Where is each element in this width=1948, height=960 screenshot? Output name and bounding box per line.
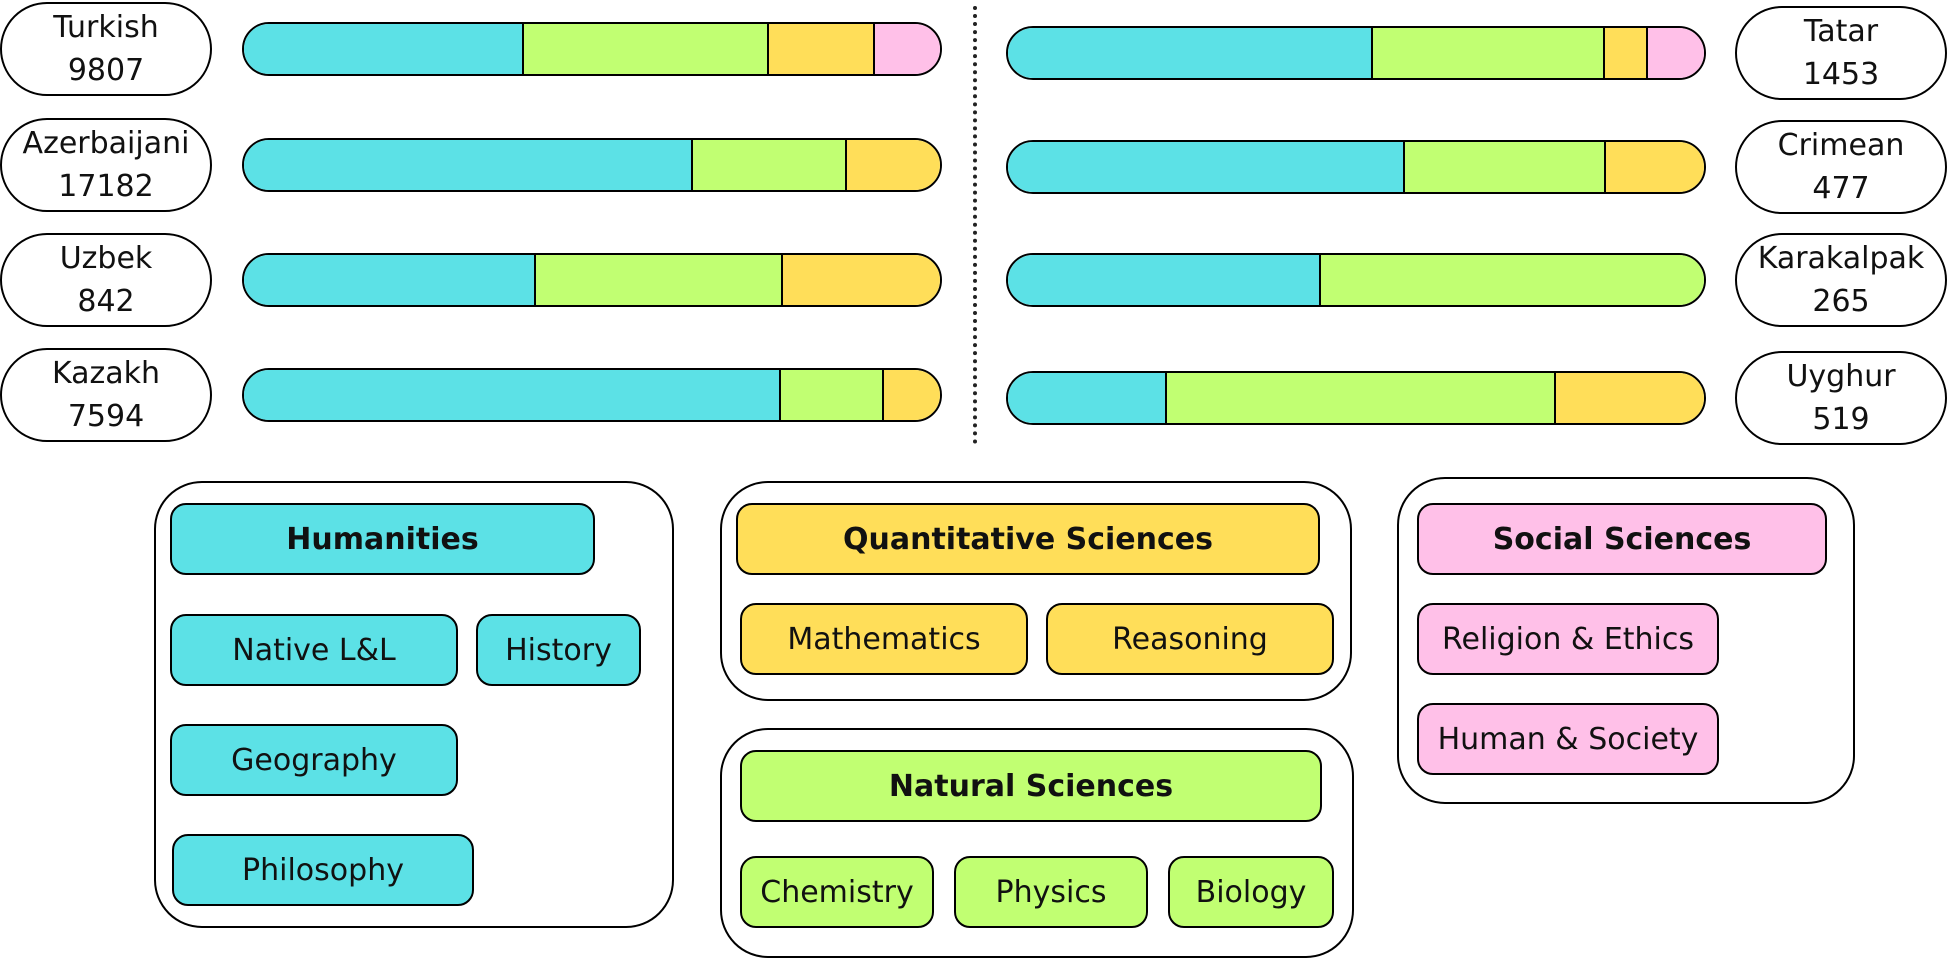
quantitative-item-mathematics: Mathematics: [740, 603, 1028, 675]
stacked-bar-azerbaijani: [242, 138, 942, 192]
stacked-bar-uzbek: [242, 253, 942, 307]
humanities-segment: [244, 370, 781, 420]
social-heading: Social Sciences: [1417, 503, 1827, 575]
natural-segment: [524, 24, 769, 74]
humanities-heading: Humanities: [170, 503, 595, 575]
humanities-segment: [1008, 373, 1167, 423]
language-name: Uzbek: [59, 241, 153, 276]
quantitative-item-reasoning: Reasoning: [1046, 603, 1334, 675]
language-pill-tatar: Tatar 1453: [1735, 6, 1947, 100]
language-pill-azerbaijani: Azerbaijani 17182: [0, 118, 212, 212]
social-segment: [1647, 28, 1704, 78]
stacked-bar-uyghur: [1006, 371, 1706, 425]
humanities-item-philosophy: Philosophy: [172, 834, 474, 906]
language-name: Kazakh: [51, 356, 161, 391]
social-segment: [874, 24, 940, 74]
language-pill-uyghur: Uyghur 519: [1735, 351, 1947, 445]
quantitative-segment: [1605, 28, 1648, 78]
stacked-bar-tatar: [1006, 26, 1706, 80]
natural-segment: [1320, 255, 1704, 305]
language-count: 7594: [67, 399, 145, 434]
quantitative-segment: [768, 24, 875, 74]
quantitative-heading: Quantitative Sciences: [736, 503, 1320, 575]
language-name: Azerbaijani: [22, 126, 190, 161]
natural-group: Natural Sciences Chemistry Physics Biolo…: [720, 728, 1354, 958]
quantitative-group: Quantitative Sciences Mathematics Reason…: [720, 481, 1352, 701]
language-pill-turkish: Turkish 9807: [0, 2, 212, 96]
language-name: Tatar: [1803, 14, 1879, 49]
language-count: 9807: [67, 53, 145, 88]
column-divider: [973, 6, 977, 444]
quantitative-segment: [782, 255, 940, 305]
social-item-religion-ethics: Religion & Ethics: [1417, 603, 1719, 675]
social-item-human-society: Human & Society: [1417, 703, 1719, 775]
humanities-group: Humanities Native L&L History Geography …: [154, 481, 674, 928]
quantitative-segment: [883, 370, 940, 420]
natural-heading: Natural Sciences: [740, 750, 1322, 822]
language-pill-kazakh: Kazakh 7594: [0, 348, 212, 442]
humanities-segment: [244, 140, 693, 190]
stacked-bar-kazakh: [242, 368, 942, 422]
language-name: Karakalpak: [1757, 241, 1925, 276]
language-name: Turkish: [53, 10, 159, 45]
language-count: 519: [1812, 402, 1870, 437]
natural-item-chemistry: Chemistry: [740, 856, 934, 928]
natural-segment: [535, 255, 783, 305]
natural-segment: [780, 370, 884, 420]
language-count: 477: [1812, 171, 1870, 206]
humanities-segment: [1008, 255, 1321, 305]
language-count: 265: [1812, 284, 1870, 319]
natural-segment: [1405, 142, 1606, 192]
language-pill-crimean: Crimean 477: [1735, 120, 1947, 214]
stacked-bar-turkish: [242, 22, 942, 76]
humanities-item-geography: Geography: [170, 724, 458, 796]
language-count: 842: [77, 284, 135, 319]
language-pill-uzbek: Uzbek 842: [0, 233, 212, 327]
stacked-bar-crimean: [1006, 140, 1706, 194]
natural-item-physics: Physics: [954, 856, 1148, 928]
humanities-item-native-ll: Native L&L: [170, 614, 458, 686]
quantitative-segment: [847, 140, 940, 190]
quantitative-segment: [1605, 142, 1704, 192]
language-count: 1453: [1802, 57, 1880, 92]
social-group: Social Sciences Religion & Ethics Human …: [1397, 477, 1855, 804]
language-count: 17182: [58, 169, 154, 204]
humanities-segment: [244, 255, 536, 305]
natural-segment: [1166, 373, 1556, 423]
stacked-bar-karakalpak: [1006, 253, 1706, 307]
humanities-segment: [1008, 28, 1374, 78]
humanities-segment: [1008, 142, 1406, 192]
language-name: Uyghur: [1786, 359, 1896, 394]
natural-segment: [1373, 28, 1606, 78]
humanities-segment: [244, 24, 525, 74]
quantitative-segment: [1555, 373, 1704, 423]
humanities-item-history: History: [476, 614, 641, 686]
natural-segment: [692, 140, 848, 190]
language-name: Crimean: [1777, 128, 1905, 163]
language-pill-karakalpak: Karakalpak 265: [1735, 233, 1947, 327]
natural-item-biology: Biology: [1168, 856, 1334, 928]
